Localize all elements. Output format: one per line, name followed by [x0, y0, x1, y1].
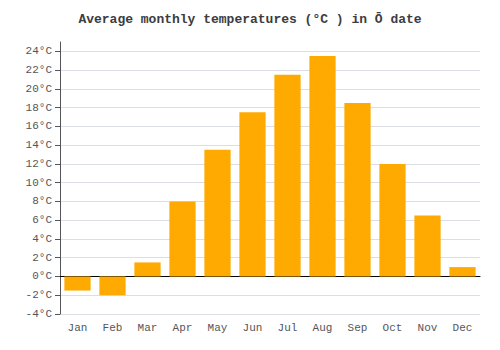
svg-text:4°C: 4°C [32, 233, 52, 245]
svg-text:Apr: Apr [173, 322, 193, 334]
svg-text:Dec: Dec [453, 322, 473, 334]
svg-text:2°C: 2°C [32, 252, 52, 264]
svg-text:Jan: Jan [68, 322, 88, 334]
svg-text:10°C: 10°C [26, 177, 53, 189]
svg-text:Jun: Jun [243, 322, 263, 334]
svg-text:May: May [208, 322, 228, 334]
svg-text:Sep: Sep [348, 322, 368, 334]
svg-text:24°C: 24°C [26, 45, 53, 57]
svg-text:-2°C: -2°C [26, 289, 53, 301]
svg-text:18°C: 18°C [26, 102, 53, 114]
svg-text:20°C: 20°C [26, 83, 53, 95]
svg-text:Oct: Oct [383, 322, 403, 334]
svg-text:-4°C: -4°C [26, 308, 53, 320]
svg-text:16°C: 16°C [26, 120, 53, 132]
svg-text:12°C: 12°C [26, 158, 53, 170]
svg-text:Nov: Nov [418, 322, 438, 334]
svg-text:22°C: 22°C [26, 64, 53, 76]
svg-text:Jul: Jul [278, 322, 298, 334]
svg-text:8°C: 8°C [32, 195, 52, 207]
svg-text:Feb: Feb [103, 322, 123, 334]
svg-text:Aug: Aug [313, 322, 333, 334]
svg-text:6°C: 6°C [32, 214, 52, 226]
svg-text:0°C: 0°C [32, 270, 52, 282]
svg-text:Mar: Mar [138, 322, 158, 334]
svg-text:Average monthly temperatures (: Average monthly temperatures (°C ) in Ō … [78, 12, 421, 27]
svg-text:14°C: 14°C [26, 139, 53, 151]
